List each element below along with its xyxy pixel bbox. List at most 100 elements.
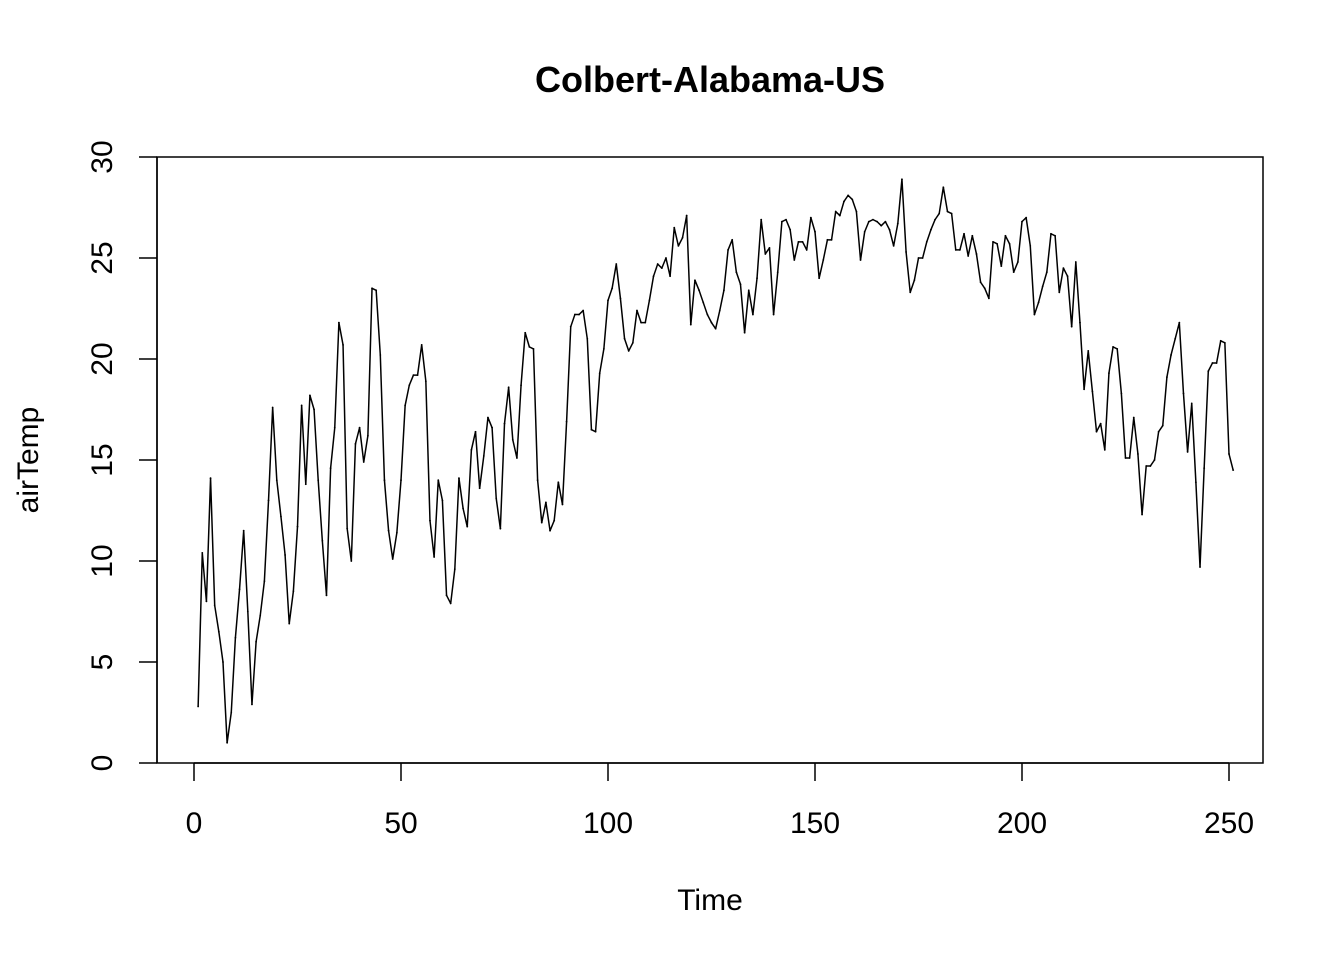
data-point — [644, 321, 647, 324]
data-point — [503, 422, 506, 425]
data-point — [598, 372, 601, 375]
data-point — [623, 337, 626, 340]
data-point — [1215, 362, 1218, 364]
data-point — [876, 220, 878, 223]
data-point — [1074, 261, 1077, 263]
data-point — [462, 507, 464, 510]
x-tick-label: 50 — [384, 807, 417, 840]
data-point — [280, 515, 282, 518]
data-point — [694, 279, 696, 282]
data-point — [1190, 402, 1193, 405]
data-point — [205, 600, 208, 603]
data-point — [1033, 313, 1036, 316]
data-point — [1153, 459, 1156, 461]
data-point — [362, 461, 365, 463]
data-point — [520, 384, 522, 387]
data-point — [905, 251, 907, 253]
data-point — [1161, 424, 1164, 427]
data-point — [586, 337, 589, 340]
data-point — [424, 380, 427, 383]
data-point — [412, 374, 415, 377]
data-point — [942, 186, 945, 189]
data-point — [698, 289, 700, 292]
data-point — [636, 309, 638, 312]
data-point — [880, 224, 883, 227]
data-point — [867, 220, 870, 223]
data-point — [1050, 232, 1052, 235]
data-point — [594, 430, 597, 433]
data-point — [565, 420, 568, 423]
data-point — [379, 354, 382, 356]
data-point — [573, 313, 576, 316]
data-point — [387, 529, 390, 532]
data-point — [226, 741, 229, 744]
data-point — [1029, 244, 1032, 247]
data-point — [731, 238, 734, 241]
data-point — [656, 263, 659, 265]
data-point — [619, 297, 622, 300]
data-point — [859, 259, 862, 261]
data-point — [1166, 376, 1168, 379]
data-point — [1037, 301, 1040, 304]
data-point — [805, 249, 808, 251]
data-point — [251, 703, 253, 706]
data-point — [921, 257, 924, 259]
data-point — [843, 200, 845, 203]
data-point — [433, 556, 436, 558]
data-point — [896, 222, 899, 225]
data-point — [416, 374, 419, 377]
data-point — [735, 271, 738, 274]
data-point — [495, 497, 498, 500]
data-point — [789, 228, 792, 231]
data-point — [1194, 481, 1197, 484]
airtemp-series-line — [197, 178, 1234, 744]
data-point — [710, 321, 713, 324]
data-point — [333, 426, 336, 429]
data-point — [317, 479, 320, 482]
data-point — [1203, 467, 1206, 469]
data-point — [814, 230, 816, 233]
chart-title: Colbert-Alabama-US — [535, 59, 885, 100]
data-point — [615, 263, 618, 265]
data-point — [342, 343, 344, 346]
data-point — [1128, 457, 1131, 459]
data-point — [1149, 465, 1152, 467]
data-point — [404, 404, 407, 407]
y-axis: 0 5 10 15 20 25 30 — [86, 140, 158, 771]
data-point — [1083, 388, 1085, 391]
data-point — [743, 331, 746, 334]
data-point — [1045, 271, 1048, 274]
data-point — [971, 234, 974, 237]
data-point — [478, 487, 481, 490]
data-point — [582, 309, 585, 312]
data-point — [652, 275, 655, 278]
data-point — [602, 348, 605, 350]
data-point — [449, 602, 452, 605]
data-point — [296, 525, 299, 528]
data-point — [1095, 430, 1098, 433]
data-point — [1099, 422, 1102, 425]
data-point — [1207, 370, 1210, 373]
data-point — [1041, 285, 1044, 288]
data-point — [627, 350, 630, 352]
data-point — [979, 281, 982, 284]
data-point — [429, 519, 431, 522]
data-point — [1116, 348, 1119, 350]
data-point — [230, 711, 233, 714]
data-point — [685, 214, 688, 217]
data-point — [797, 240, 800, 243]
data-point — [665, 257, 667, 259]
data-point — [723, 289, 725, 292]
data-point — [1137, 453, 1139, 455]
data-point — [913, 279, 916, 282]
data-point — [1012, 271, 1015, 274]
data-point — [888, 228, 891, 231]
data-point — [201, 552, 204, 554]
data-point — [1170, 354, 1172, 356]
y-tick-label: 5 — [86, 654, 119, 671]
x-tick-label: 250 — [1204, 807, 1254, 840]
data-point — [408, 384, 411, 387]
data-point — [1021, 220, 1023, 223]
data-point — [996, 242, 999, 245]
x-tick-label: 200 — [997, 807, 1047, 840]
